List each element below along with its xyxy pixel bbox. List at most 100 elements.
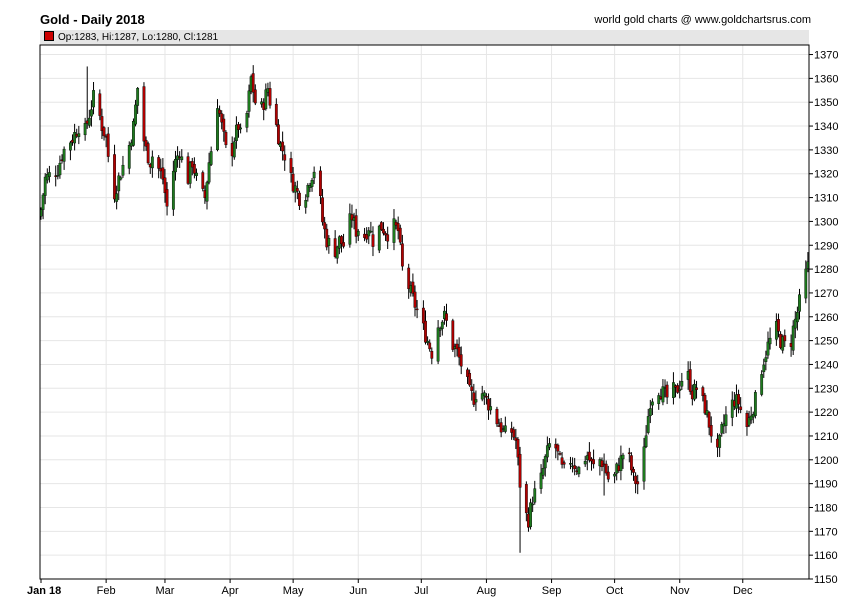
candle-body [264,89,268,110]
candle-body [251,73,255,93]
candle-body [495,408,499,425]
chart-title: Gold - Daily 2018 [40,12,145,27]
candle-body [730,399,734,418]
candle-body [739,406,743,410]
candle-body [235,124,238,142]
candle-body [73,132,77,144]
candle-body [438,328,442,331]
candle-body [146,143,150,164]
candle-body [365,234,369,240]
candle-body [539,472,543,489]
candle-body [709,425,713,437]
candle-body [718,434,722,448]
candle-body [56,175,60,177]
y-tick-label: 1280 [814,264,838,276]
candle-body [783,335,787,342]
candle-body [569,463,572,465]
y-tick-label: 1180 [814,502,838,514]
candle-body [142,86,146,142]
candle-body [627,452,631,454]
y-tick-label: 1250 [814,336,838,348]
candle-body [556,444,560,452]
candle-body [480,393,484,400]
candle-body [798,294,801,312]
candle-body [295,188,299,192]
candle-body [518,453,522,488]
candle-body [777,319,780,332]
candle-body [327,237,331,246]
candle-body [795,312,799,323]
candle-body [289,158,293,173]
candle-body [165,189,169,207]
candle-body [621,454,625,460]
y-tick-label: 1310 [814,193,838,205]
candle-body [195,172,198,176]
candle-body [369,230,373,233]
candle-body [703,394,707,414]
x-tick-label: Dec [733,585,753,597]
candle-body [724,414,728,426]
y-tick-label: 1330 [814,145,838,157]
candle-body [455,343,459,350]
candle-body [174,159,177,173]
candle-body [367,230,371,237]
y-axis: 1150 1160 1170 1180 1190 1200 1210 1220 1230 1240… [809,50,838,586]
candle-body [613,473,616,477]
candle-body [298,192,301,206]
candle-body [43,176,47,196]
candle-body [791,325,795,351]
candle-body [134,104,137,125]
candle-body [392,218,396,243]
candle-body [678,388,682,391]
x-tick-label: Jul [414,585,428,597]
ohlc-values: Op:1283, Hi:1287, Lo:1280, Cl:1281 [58,32,219,43]
candle-body [98,93,102,116]
candle-body [144,139,148,147]
candle-body [531,503,535,506]
x-tick-label: Oct [606,585,623,597]
candle-body [115,193,119,202]
candle-body [117,175,121,192]
candle-body [150,156,154,169]
y-tick-label: 1300 [814,216,838,228]
candle-body [701,387,705,397]
y-tick-label: 1200 [814,455,838,467]
candle-body [665,384,669,398]
candle-body [413,291,417,308]
candle-body [688,369,692,392]
candle-body [342,242,345,247]
candle-body [720,424,724,434]
candle-body [277,124,280,145]
x-tick-label: May [283,585,304,597]
y-tick-label: 1260 [814,312,838,324]
candle-body [753,392,757,416]
candle-body [524,484,528,514]
y-tick-label: 1230 [814,383,838,395]
candle-body [350,214,354,221]
candle-body [644,435,648,447]
ohlc-color-swatch [44,31,54,41]
plot-frame [39,44,810,580]
y-tick-label: 1240 [814,359,838,371]
candle-body [768,337,772,345]
candle-body [335,246,339,259]
candle-body [218,109,221,114]
candle-body [384,233,387,236]
x-tick-label: Feb [97,585,116,597]
ohlc-info-bar: Op:1283, Hi:1287, Lo:1280, Cl:1281 [40,30,809,45]
candle-body [693,383,696,400]
candle-body [451,320,455,350]
candle-body [503,425,507,432]
candle-body [482,392,486,397]
candle-body [533,488,537,503]
candle-body [573,465,577,470]
candle-body [485,396,488,398]
candle-body [421,307,425,324]
candle-body [529,502,532,528]
candle-body [760,374,764,395]
candle-body [583,461,587,465]
candle-body [348,213,352,245]
y-tick-label: 1340 [814,121,838,133]
candle-body [180,156,184,161]
